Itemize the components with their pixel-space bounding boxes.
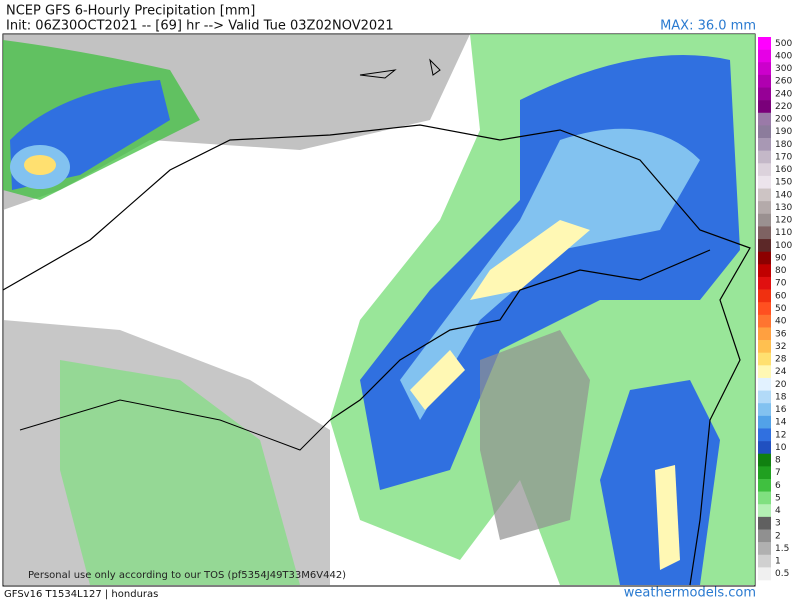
colorbar-swatch bbox=[758, 87, 771, 101]
colorbar-label: 500 bbox=[775, 39, 792, 49]
colorbar-label: 220 bbox=[775, 102, 792, 112]
colorbar-label: 40 bbox=[775, 317, 787, 327]
colorbar-label: 130 bbox=[775, 203, 792, 213]
colorbar-swatch bbox=[758, 150, 771, 164]
colorbar-swatch bbox=[758, 327, 771, 341]
colorbar-swatch bbox=[758, 390, 771, 404]
tos-notice: Personal use only according to our TOS (… bbox=[28, 570, 346, 581]
colorbar-label: 240 bbox=[775, 89, 792, 99]
colorbar-swatch bbox=[758, 516, 771, 530]
colorbar-swatch bbox=[758, 466, 771, 480]
colorbar-swatch bbox=[758, 251, 771, 265]
max-label: MAX: 36.0 mm bbox=[660, 19, 756, 34]
colorbar-label: 14 bbox=[775, 418, 787, 428]
colorbar-swatch bbox=[758, 529, 771, 543]
colorbar-label: 10 bbox=[775, 443, 787, 453]
colorbar-swatch bbox=[758, 175, 771, 189]
colorbar-label: 90 bbox=[775, 253, 787, 263]
colorbar-swatch bbox=[758, 377, 771, 391]
colorbar-label: 24 bbox=[775, 367, 787, 377]
colorbar-label: 160 bbox=[775, 165, 792, 175]
colorbar-label: 120 bbox=[775, 216, 792, 226]
subtitle: Init: 06Z30OCT2021 -- [69] hr --> Valid … bbox=[6, 19, 394, 34]
colorbar-label: 1 bbox=[775, 557, 781, 567]
colorbar-swatch bbox=[758, 428, 771, 442]
site-name: weathermodels.com bbox=[624, 586, 756, 601]
colorbar-swatch bbox=[758, 365, 771, 379]
colorbar-label: 6 bbox=[775, 481, 781, 491]
colorbar-label: 16 bbox=[775, 405, 787, 415]
colorbar-label: 50 bbox=[775, 304, 787, 314]
colorbar-label: 170 bbox=[775, 152, 792, 162]
colorbar-swatch bbox=[758, 567, 771, 581]
colorbar-label: 110 bbox=[775, 228, 792, 238]
colorbar-label: 28 bbox=[775, 355, 787, 365]
colorbar-swatch bbox=[758, 415, 771, 429]
colorbar-swatch bbox=[758, 163, 771, 177]
colorbar-label: 5 bbox=[775, 493, 781, 503]
colorbar-label: 180 bbox=[775, 140, 792, 150]
colorbar-swatch bbox=[758, 340, 771, 353]
colorbar-swatch bbox=[758, 201, 771, 215]
colorbar-label: 4 bbox=[775, 506, 781, 516]
colorbar-swatch bbox=[758, 554, 771, 568]
colorbar-swatch bbox=[758, 491, 771, 505]
colorbar-label: 8 bbox=[775, 456, 781, 466]
colorbar-label: 140 bbox=[775, 190, 792, 200]
map-field bbox=[2, 33, 756, 587]
colorbar-swatch bbox=[758, 125, 771, 139]
colorbar-label: 150 bbox=[775, 178, 792, 188]
colorbar-swatch bbox=[758, 441, 771, 455]
title: NCEP GFS 6-Hourly Precipitation [mm] bbox=[6, 4, 255, 19]
colorbar-swatch bbox=[758, 49, 771, 63]
colorbar-label: 300 bbox=[775, 64, 792, 74]
colorbar-label: 32 bbox=[775, 342, 786, 352]
colorbar-swatch bbox=[758, 239, 771, 252]
colorbar-swatch bbox=[758, 314, 771, 328]
colorbar-swatch bbox=[758, 264, 771, 278]
colorbar-swatch bbox=[758, 74, 771, 88]
colorbar-label: 0.5 bbox=[775, 569, 789, 579]
colorbar-swatch bbox=[758, 138, 771, 151]
colorbar-swatch bbox=[758, 100, 771, 114]
colorbar-swatch bbox=[758, 213, 771, 227]
colorbar-swatch bbox=[758, 112, 771, 126]
colorbar-swatch bbox=[758, 453, 771, 467]
colorbar-swatch bbox=[758, 188, 771, 202]
colorbar-label: 7 bbox=[775, 468, 781, 478]
colorbar-label: 1.5 bbox=[775, 544, 789, 554]
colorbar-label: 36 bbox=[775, 329, 787, 339]
colorbar-swatch bbox=[758, 276, 771, 290]
colorbar: 5004003002602402202001901801701601501401… bbox=[758, 37, 792, 581]
colorbar-label: 200 bbox=[775, 115, 792, 125]
colorbar-swatch bbox=[758, 352, 771, 366]
model-info: GFSv16 T1534L127 | honduras bbox=[4, 589, 158, 600]
colorbar-swatch bbox=[758, 478, 771, 492]
colorbar-swatch bbox=[758, 403, 771, 417]
colorbar-label: 12 bbox=[775, 430, 786, 440]
colorbar-label: 18 bbox=[775, 392, 787, 402]
colorbar-label: 100 bbox=[775, 241, 792, 251]
colorbar-label: 260 bbox=[775, 77, 792, 87]
colorbar-label: 70 bbox=[775, 279, 787, 289]
colorbar-swatch bbox=[758, 542, 771, 556]
colorbar-label: 60 bbox=[775, 291, 787, 301]
colorbar-swatch bbox=[758, 504, 771, 518]
colorbar-swatch bbox=[758, 37, 771, 50]
colorbar-label: 190 bbox=[775, 127, 792, 137]
colorbar-label: 400 bbox=[775, 51, 792, 61]
colorbar-swatch bbox=[758, 302, 771, 316]
colorbar-label: 80 bbox=[775, 266, 787, 276]
colorbar-swatch bbox=[758, 226, 771, 240]
colorbar-label: 2 bbox=[775, 531, 781, 541]
colorbar-label: 3 bbox=[775, 519, 781, 529]
colorbar-label: 20 bbox=[775, 380, 787, 390]
colorbar-swatch bbox=[758, 289, 771, 303]
colorbar-swatch bbox=[758, 62, 771, 76]
